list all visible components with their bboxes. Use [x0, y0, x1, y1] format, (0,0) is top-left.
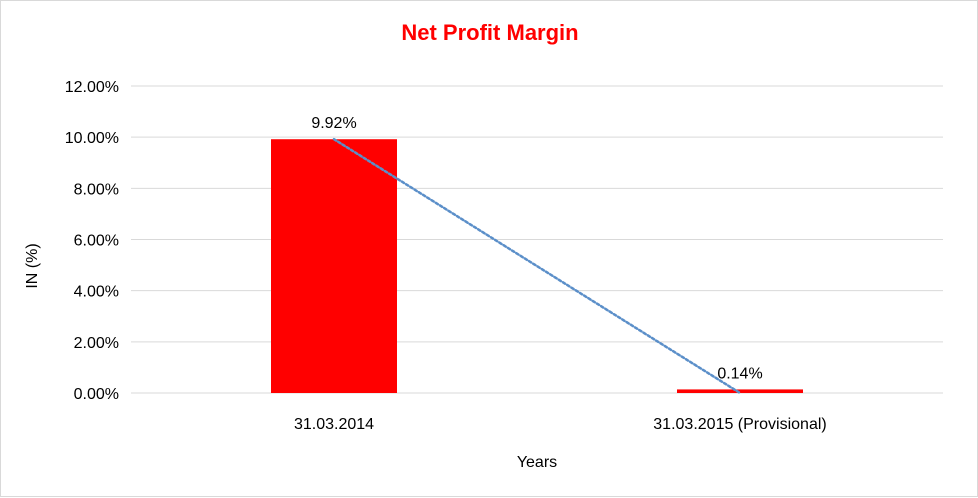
y-tick-label: 10.00% [65, 130, 119, 147]
bar [271, 139, 397, 393]
x-axis-tick-labels: 31.03.2014 31.03.2015 (Provisional) [294, 416, 827, 433]
data-label: 9.92% [311, 115, 356, 132]
data-label: 0.14% [717, 365, 762, 382]
gridlines [131, 85, 943, 394]
chart-title: Net Profit Margin [401, 20, 578, 45]
y-axis-title: IN (%) [24, 243, 41, 288]
y-tick-label: 12.00% [65, 79, 119, 96]
y-axis-tick-labels: 0.00% 2.00% 4.00% 6.00% 8.00% 10.00% 12.00% [65, 79, 119, 403]
y-tick-label: 8.00% [74, 181, 119, 198]
y-tick-label: 2.00% [74, 335, 119, 352]
trendline-line [332, 137, 742, 395]
y-tick-label: 6.00% [74, 233, 119, 250]
y-tick-label: 4.00% [74, 284, 119, 301]
x-tick-label: 31.03.2015 (Provisional) [653, 416, 826, 433]
x-axis-title: Years [517, 454, 557, 471]
bars [271, 139, 803, 393]
x-tick-label: 31.03.2014 [294, 416, 374, 433]
bar [677, 389, 803, 393]
data-labels: 9.92% 0.14% [311, 115, 762, 382]
trendline [332, 137, 742, 395]
y-tick-label: 0.00% [74, 386, 119, 403]
